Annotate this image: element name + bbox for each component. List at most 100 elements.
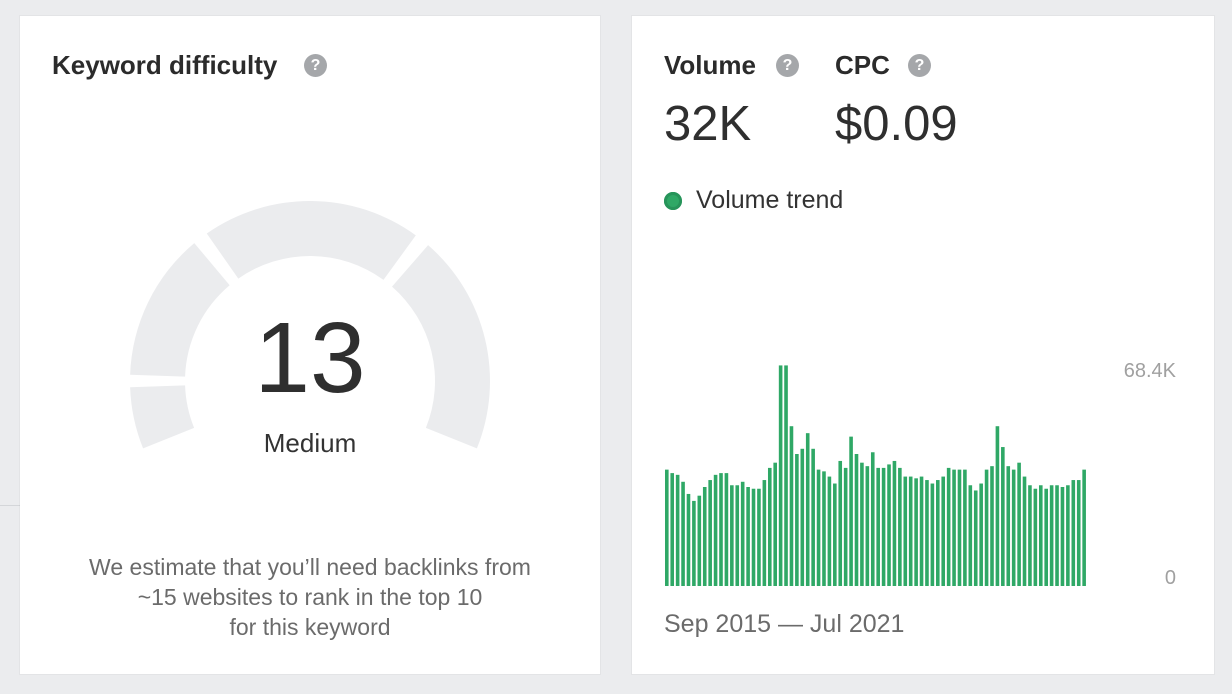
description-line: We estimate that you’ll need backlinks f…: [89, 554, 531, 580]
volume-bar[interactable]: [1049, 485, 1054, 586]
volume-bar[interactable]: [762, 480, 767, 586]
volume-bar[interactable]: [784, 365, 788, 586]
volume-bar[interactable]: [838, 460, 843, 586]
volume-bar[interactable]: [963, 469, 967, 586]
volume-bar[interactable]: [746, 487, 750, 586]
background-divider: [0, 505, 20, 506]
y-tick-label-max: 68.4K: [1124, 360, 1177, 382]
keyword-difficulty-card: Keyword difficulty ? 13 Medium We estima…: [20, 16, 600, 674]
volume-bar[interactable]: [849, 436, 853, 586]
volume-bar[interactable]: [692, 500, 696, 586]
volume-bar[interactable]: [990, 466, 994, 586]
volume-bar[interactable]: [1060, 487, 1065, 586]
volume-bar[interactable]: [1011, 469, 1016, 586]
volume-bar[interactable]: [865, 466, 870, 586]
volume-bar[interactable]: [1055, 485, 1059, 586]
volume-bar[interactable]: [702, 487, 707, 586]
volume-bar[interactable]: [876, 467, 880, 586]
volume-bar[interactable]: [1044, 488, 1048, 586]
volume-bar[interactable]: [881, 467, 886, 586]
volume-bar[interactable]: [914, 478, 918, 586]
difficulty-gauge: [130, 201, 490, 449]
volume-bar[interactable]: [800, 448, 805, 586]
volume-bar[interactable]: [795, 454, 799, 586]
question-mark-icon[interactable]: ?: [908, 54, 931, 77]
volume-bar[interactable]: [1022, 476, 1027, 586]
volume-bar[interactable]: [773, 462, 777, 586]
volume-bar[interactable]: [675, 474, 680, 586]
volume-bar[interactable]: [930, 483, 935, 586]
volume-bar[interactable]: [719, 473, 723, 586]
volume-bar[interactable]: [740, 481, 745, 586]
keyword-difficulty-title: Keyword difficulty: [52, 50, 278, 80]
volume-bar[interactable]: [805, 433, 810, 586]
volume-bar[interactable]: [843, 467, 848, 586]
volume-bar[interactable]: [925, 480, 929, 586]
gauge-segment: [206, 201, 416, 280]
volume-bar[interactable]: [968, 485, 973, 586]
volume-bar[interactable]: [757, 488, 761, 586]
volume-bar[interactable]: [1033, 488, 1038, 586]
cpc-title: CPC: [835, 50, 890, 80]
volume-bar[interactable]: [751, 488, 756, 586]
cpc-value: $0.09: [835, 97, 958, 151]
volume-bar[interactable]: [1038, 485, 1043, 586]
volume-bar[interactable]: [697, 495, 702, 586]
volume-bar[interactable]: [735, 485, 740, 586]
difficulty-score: 13: [254, 302, 366, 414]
volume-bar[interactable]: [1006, 466, 1011, 586]
volume-bar[interactable]: [665, 469, 669, 586]
volume-bar[interactable]: [870, 452, 875, 586]
volume-bar[interactable]: [670, 473, 675, 586]
question-mark-icon[interactable]: ?: [304, 54, 327, 77]
volume-bar[interactable]: [1066, 485, 1070, 586]
volume-bar[interactable]: [854, 454, 859, 586]
volume-bar[interactable]: [979, 483, 983, 586]
volume-bar[interactable]: [898, 467, 902, 586]
volume-bar[interactable]: [860, 462, 864, 586]
difficulty-description: We estimate that you’ll need backlinks f…: [50, 552, 570, 642]
volume-bar[interactable]: [767, 467, 772, 586]
volume-bar[interactable]: [1071, 480, 1076, 586]
volume-bar[interactable]: [822, 471, 826, 586]
volume-bar[interactable]: [833, 483, 837, 586]
gauge-segment: [392, 245, 490, 449]
volume-bar[interactable]: [686, 493, 691, 586]
volume-bar[interactable]: [919, 476, 924, 586]
volume-bar[interactable]: [1076, 480, 1081, 586]
volume-bar[interactable]: [984, 469, 989, 586]
volume-bar[interactable]: [887, 464, 891, 586]
volume-bar[interactable]: [952, 469, 956, 586]
volume-bar[interactable]: [1017, 462, 1021, 586]
volume-bar[interactable]: [816, 469, 821, 586]
volume-bar[interactable]: [708, 480, 712, 586]
volume-bar[interactable]: [681, 481, 685, 586]
volume-bar[interactable]: [778, 365, 783, 586]
gauge-segment: [130, 385, 195, 449]
volume-bar[interactable]: [789, 426, 794, 586]
volume-value: 32K: [664, 97, 752, 151]
volume-bar[interactable]: [811, 448, 815, 586]
volume-bar[interactable]: [973, 490, 978, 586]
volume-bar[interactable]: [1001, 447, 1005, 586]
volume-trend-legend[interactable]: Volume trend: [664, 186, 843, 215]
volume-bar[interactable]: [903, 476, 908, 586]
volume-bar[interactable]: [1082, 469, 1086, 586]
question-mark-icon[interactable]: ?: [776, 54, 799, 77]
volume-bar[interactable]: [957, 469, 962, 586]
volume-bar[interactable]: [827, 476, 832, 586]
gauge-segment: [130, 243, 230, 377]
y-tick-label-zero: 0: [1165, 567, 1176, 589]
volume-bar[interactable]: [946, 467, 951, 586]
legend-dot-icon: [664, 191, 682, 210]
volume-title: Volume: [664, 50, 756, 80]
volume-bar[interactable]: [908, 476, 913, 586]
volume-bar[interactable]: [724, 473, 729, 586]
volume-bar[interactable]: [892, 460, 897, 586]
volume-bar[interactable]: [995, 426, 1000, 586]
volume-bar[interactable]: [936, 480, 940, 586]
volume-bar[interactable]: [941, 476, 946, 586]
volume-bar[interactable]: [730, 485, 734, 586]
volume-bar[interactable]: [713, 474, 718, 586]
volume-bar[interactable]: [1028, 485, 1032, 586]
